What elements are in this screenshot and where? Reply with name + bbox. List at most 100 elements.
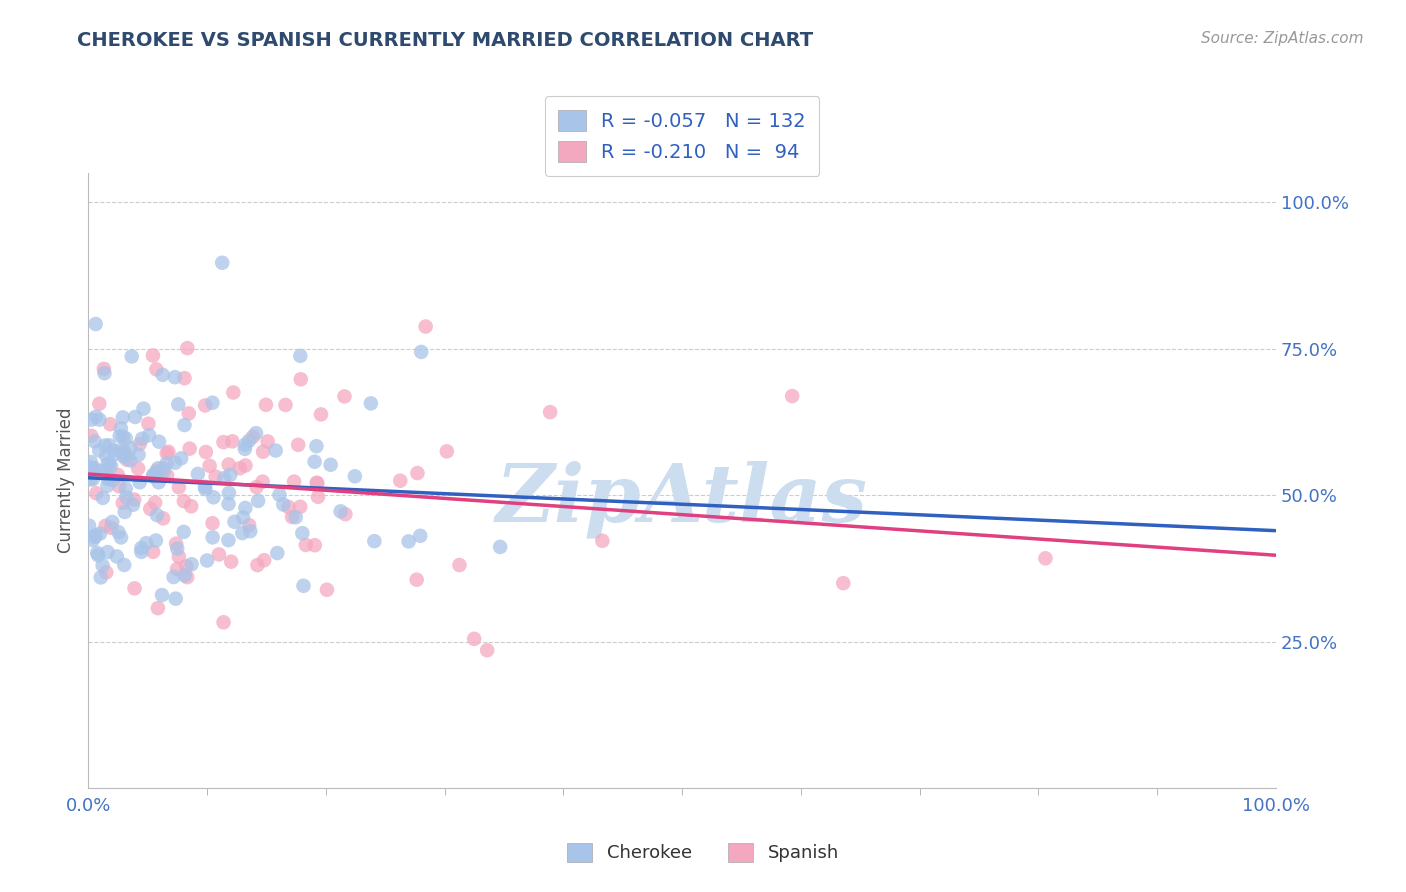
Point bbox=[128, 448, 150, 462]
Point bbox=[179, 442, 201, 456]
Point bbox=[124, 582, 146, 596]
Point bbox=[131, 432, 153, 446]
Point bbox=[165, 456, 187, 470]
Point bbox=[180, 500, 202, 514]
Point bbox=[146, 601, 169, 615]
Point bbox=[112, 447, 135, 461]
Point bbox=[304, 538, 326, 552]
Point bbox=[316, 582, 339, 597]
Point bbox=[333, 389, 356, 403]
Point bbox=[93, 362, 115, 376]
Point bbox=[114, 431, 136, 445]
Point bbox=[291, 526, 314, 541]
Point bbox=[100, 521, 122, 535]
Point bbox=[247, 494, 270, 508]
Point bbox=[96, 566, 118, 580]
Point bbox=[138, 417, 160, 431]
Point bbox=[107, 467, 129, 482]
Point bbox=[202, 491, 225, 505]
Point bbox=[194, 480, 217, 494]
Point bbox=[222, 385, 245, 400]
Point bbox=[198, 458, 221, 473]
Point bbox=[389, 474, 412, 488]
Point bbox=[211, 256, 233, 270]
Point bbox=[235, 458, 257, 473]
Point bbox=[463, 632, 485, 646]
Point bbox=[152, 511, 174, 525]
Point bbox=[246, 558, 269, 573]
Point bbox=[87, 549, 110, 563]
Point bbox=[176, 341, 198, 355]
Point bbox=[111, 430, 134, 444]
Point bbox=[538, 405, 561, 419]
Point bbox=[142, 469, 165, 483]
Point bbox=[238, 434, 260, 448]
Point bbox=[335, 507, 357, 521]
Point bbox=[104, 447, 127, 461]
Point bbox=[208, 548, 231, 562]
Point bbox=[94, 438, 117, 452]
Point bbox=[245, 480, 267, 494]
Point bbox=[96, 479, 118, 493]
Point bbox=[91, 491, 114, 505]
Point bbox=[194, 445, 217, 459]
Point bbox=[218, 486, 240, 500]
Point bbox=[132, 401, 155, 416]
Point bbox=[138, 428, 160, 442]
Point bbox=[307, 476, 329, 491]
Point bbox=[163, 570, 186, 584]
Point bbox=[89, 526, 111, 541]
Point bbox=[201, 396, 224, 410]
Text: ZipAtlas: ZipAtlas bbox=[496, 460, 868, 538]
Point bbox=[115, 491, 138, 505]
Point bbox=[449, 558, 471, 572]
Point bbox=[135, 536, 157, 550]
Point bbox=[221, 434, 243, 449]
Point bbox=[98, 471, 121, 485]
Point bbox=[129, 541, 152, 555]
Point bbox=[411, 345, 433, 359]
Point bbox=[101, 473, 124, 487]
Point bbox=[110, 421, 132, 435]
Point bbox=[305, 439, 328, 453]
Point bbox=[80, 460, 103, 475]
Text: CHEROKEE VS SPANISH CURRENTLY MARRIED CORRELATION CHART: CHEROKEE VS SPANISH CURRENTLY MARRIED CO… bbox=[77, 31, 814, 50]
Point bbox=[173, 524, 195, 539]
Point bbox=[90, 570, 112, 584]
Point bbox=[180, 558, 202, 572]
Point bbox=[107, 525, 129, 540]
Point bbox=[173, 568, 195, 582]
Point bbox=[112, 558, 135, 572]
Point bbox=[112, 443, 135, 458]
Point bbox=[254, 398, 277, 412]
Point bbox=[290, 500, 312, 514]
Point bbox=[84, 409, 107, 424]
Point bbox=[83, 530, 105, 544]
Point bbox=[176, 559, 198, 574]
Point bbox=[167, 480, 190, 494]
Point bbox=[405, 573, 427, 587]
Point bbox=[167, 397, 190, 411]
Point bbox=[156, 446, 179, 460]
Point bbox=[292, 579, 315, 593]
Point bbox=[194, 399, 217, 413]
Point bbox=[406, 466, 429, 480]
Point bbox=[94, 449, 117, 463]
Point bbox=[274, 398, 297, 412]
Point bbox=[121, 350, 143, 364]
Point bbox=[163, 370, 186, 384]
Point bbox=[97, 457, 120, 471]
Point bbox=[287, 438, 309, 452]
Point bbox=[94, 518, 117, 533]
Point bbox=[77, 459, 100, 474]
Point bbox=[194, 482, 217, 496]
Point bbox=[145, 466, 167, 480]
Point bbox=[252, 475, 274, 489]
Point bbox=[86, 546, 108, 560]
Point bbox=[80, 429, 103, 443]
Point bbox=[128, 437, 150, 451]
Point bbox=[89, 464, 111, 478]
Point bbox=[281, 510, 304, 524]
Point bbox=[304, 455, 326, 469]
Point bbox=[212, 435, 235, 450]
